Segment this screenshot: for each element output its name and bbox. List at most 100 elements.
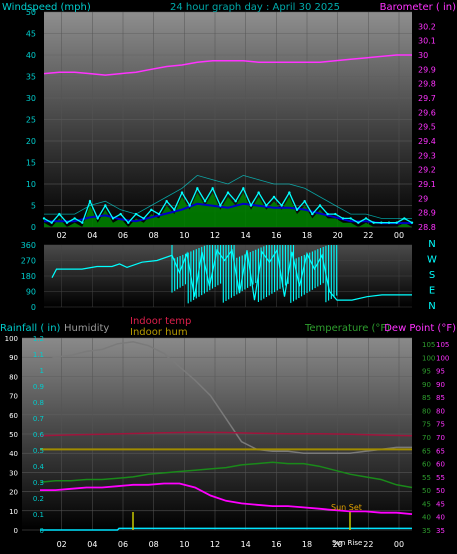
rain-tick-label: 0.8: [33, 399, 44, 407]
baro-tick-label: 29: [418, 194, 428, 203]
wind-point: [410, 221, 414, 224]
wind-point: [219, 204, 222, 207]
baro-tick-label: 28.8: [418, 223, 436, 232]
wind-point: [349, 217, 352, 220]
rain-tick-label: 0.6: [33, 431, 45, 439]
rain-tick-label: 1.2: [33, 335, 44, 343]
x-tick-label: 10: [179, 540, 189, 549]
humidity-tick-label: 90: [9, 354, 18, 362]
temp-tick-label: 60: [422, 461, 431, 469]
barometer-axis-label: Barometer ( in): [380, 2, 456, 13]
dewpoint-tick-label: 70: [436, 434, 445, 442]
wind-tick-label: 30: [26, 94, 36, 103]
sunset-label: Sun Set: [331, 503, 362, 512]
dir-tick-label: 90: [26, 288, 36, 297]
compass-label: N: [428, 301, 435, 312]
x-tick-label: 06: [118, 540, 128, 549]
temp-tick-label: 50: [422, 487, 431, 495]
wind-point: [65, 221, 69, 224]
wind-point: [288, 191, 291, 194]
rain-tick-label: 0.7: [33, 415, 44, 423]
dewpoint-legend: Dew Point (°F): [384, 323, 456, 334]
dewpoint-tick-label: 35: [436, 527, 445, 535]
wind-point: [119, 212, 122, 216]
x-tick-label: 20: [333, 540, 343, 549]
baro-tick-label: 29.1: [418, 180, 436, 189]
wind-point: [211, 187, 214, 190]
wind-point: [226, 191, 230, 194]
wind-point: [311, 212, 314, 216]
sunrise-label: Sun Rise: [332, 539, 362, 547]
wind-point: [341, 217, 345, 220]
baro-tick-label: 29.9: [418, 65, 436, 74]
x-tick-label: 04: [87, 540, 97, 549]
wind-point: [249, 204, 253, 207]
wind-point: [134, 212, 138, 216]
wind-point: [318, 204, 322, 207]
humidity-line: [39, 341, 412, 454]
temp-tick-label: 40: [422, 514, 431, 522]
dewpoint-tick-label: 55: [436, 474, 445, 482]
rain-tick-label: 0.2: [33, 495, 44, 503]
chart-title: 24 hour graph day : April 30 2025: [170, 2, 340, 13]
rain-tick-label: 1: [40, 367, 44, 375]
dewpoint-tick-label: 95: [436, 368, 445, 376]
wind-point: [387, 221, 391, 224]
x-tick-label: 06: [118, 231, 128, 240]
dewpoint-tick-label: 105: [436, 341, 449, 349]
x-tick-label: 16: [271, 231, 281, 240]
x-tick-label: 14: [241, 540, 251, 549]
temp-tick-label: 80: [422, 407, 431, 415]
humidity-tick-label: 0: [14, 527, 18, 535]
x-tick-label: 22: [363, 540, 373, 549]
wind-point: [58, 212, 61, 216]
wind-point: [272, 195, 276, 199]
dew-point-line: [40, 482, 413, 515]
dewpoint-tick-label: 80: [436, 407, 445, 415]
dir-tick-label: 360: [21, 241, 36, 250]
rain-tick-label: 0.3: [33, 479, 44, 487]
wind-tick-label: 50: [26, 8, 36, 17]
wind-point: [380, 221, 383, 224]
wind-point: [173, 208, 176, 211]
temperature-line: [39, 461, 413, 489]
dewpoint-tick-label: 50: [436, 487, 445, 495]
wind-point: [150, 208, 153, 211]
x-tick-label: 14: [241, 231, 251, 240]
wind-point: [303, 200, 306, 203]
wind-point: [127, 221, 130, 224]
x-tick-label: 02: [57, 540, 67, 549]
baro-tick-label: 29.4: [418, 137, 436, 146]
rain-tick-label: 0: [40, 527, 44, 535]
temp-tick-label: 75: [422, 421, 431, 429]
wind-point: [188, 204, 191, 207]
compass-label: W: [427, 255, 437, 266]
indoor-hum-legend: Indoor hum: [130, 327, 188, 338]
humidity-tick-label: 30: [9, 469, 18, 477]
wind-tick-label: 20: [26, 137, 36, 146]
baro-tick-label: 29.2: [418, 166, 436, 175]
wind-point: [234, 200, 237, 203]
avg-wind-line: [44, 202, 412, 225]
baro-tick-label: 29.8: [418, 80, 436, 89]
x-tick-label: 18: [302, 540, 312, 549]
wind-point: [372, 221, 375, 224]
wind-point: [395, 221, 398, 224]
baro-tick-label: 28.9: [418, 209, 436, 218]
compass-label: E: [429, 286, 435, 297]
baro-tick-label: 30.2: [418, 22, 436, 31]
dir-tick-label: 0: [31, 303, 36, 312]
humidity-tick-label: 10: [9, 508, 18, 516]
dewpoint-tick-label: 40: [436, 514, 445, 522]
wind-point: [265, 204, 268, 207]
humidity-tick-label: 40: [9, 450, 18, 458]
wind-point: [196, 187, 199, 190]
x-tick-label: 02: [57, 231, 67, 240]
indoor-temp-legend: Indoor temp: [130, 316, 191, 327]
wind-point: [81, 221, 84, 224]
rain-tick-label: 0.1: [33, 511, 44, 519]
humidity-tick-label: 70: [9, 393, 18, 401]
dewpoint-tick-label: 90: [436, 381, 445, 389]
